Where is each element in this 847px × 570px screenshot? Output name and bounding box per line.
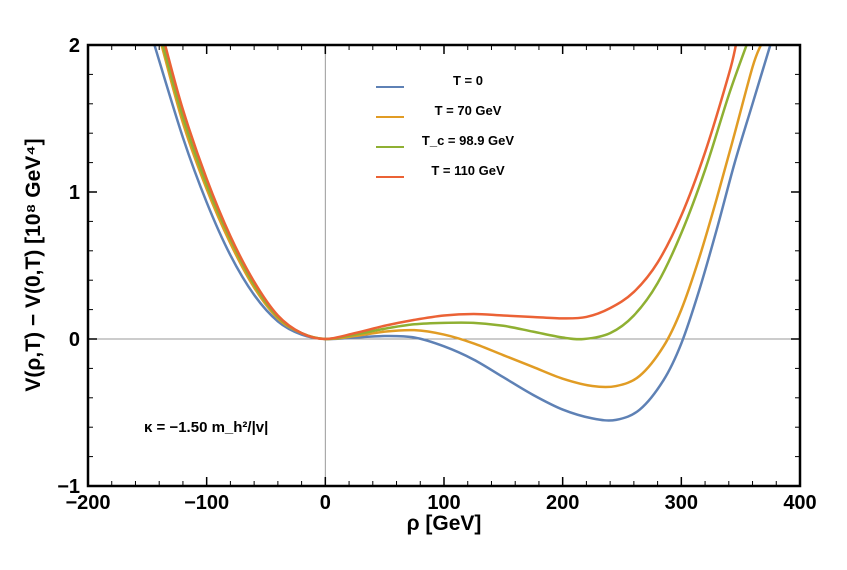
x-tick-label: 0	[320, 492, 331, 514]
y-tick-label: 0	[69, 329, 80, 351]
x-tick-label: 100	[427, 492, 460, 514]
x-tick-label: 200	[546, 492, 579, 514]
x-tick-label: −200	[65, 492, 110, 514]
x-tick-label: 300	[665, 492, 698, 514]
legend: T = 0 T = 70 GeV T_c = 98.9 GeV T = 110 GeV	[376, 73, 514, 178]
series-line-3	[163, 45, 738, 341]
axis-ticks: −200 −100 0 100 200 300 400 −1 0 1 2	[57, 35, 817, 514]
series-line-0	[153, 45, 772, 422]
y-tick-label: −1	[57, 476, 80, 498]
x-tick-label: 400	[783, 492, 816, 514]
y-tick-label: 1	[69, 182, 80, 204]
legend-label-2: T_c = 98.9 GeV	[422, 133, 514, 148]
legend-label-0: T = 0	[453, 73, 483, 88]
y-tick-label: 2	[69, 35, 80, 57]
legend-label-1: T = 70 GeV	[435, 103, 502, 118]
y-axis-title: V(ρ,T) − V(0,T) [10⁸ GeV⁴]	[22, 138, 45, 391]
x-axis-title: ρ [GeV]	[407, 512, 482, 535]
series-line-1	[160, 45, 763, 389]
x-tick-label: −100	[184, 492, 229, 514]
zero-axis-lines	[88, 45, 800, 486]
legend-label-3: T = 110 GeV	[431, 163, 505, 178]
series-line-2	[161, 45, 748, 341]
series-curves	[153, 45, 772, 422]
kappa-annotation: κ = −1.50 m_h²/|v|	[144, 419, 268, 436]
